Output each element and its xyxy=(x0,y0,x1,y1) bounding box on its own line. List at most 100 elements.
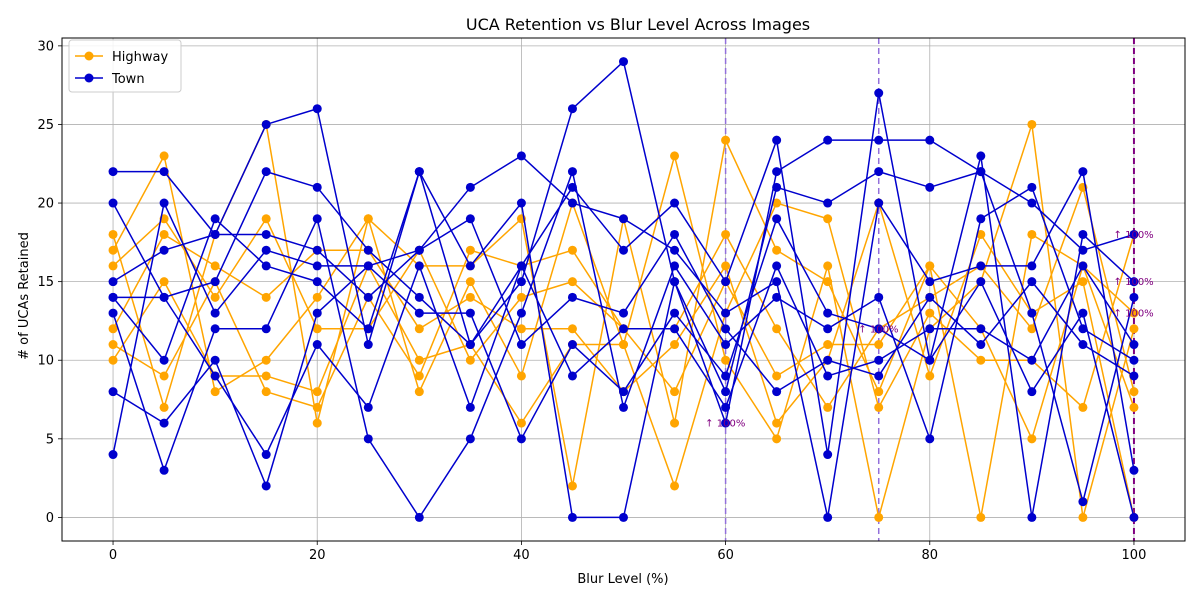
data-point xyxy=(567,167,577,177)
data-point xyxy=(619,324,628,334)
data-point xyxy=(976,261,986,271)
data-point xyxy=(772,387,782,397)
data-point xyxy=(108,450,118,460)
data-point xyxy=(261,292,271,302)
data-point xyxy=(670,151,680,161)
x-tick-label: 80 xyxy=(921,548,938,563)
data-point xyxy=(312,402,322,412)
data-point xyxy=(823,261,833,271)
data-point xyxy=(567,277,577,287)
data-point xyxy=(108,277,118,287)
data-point xyxy=(312,261,322,271)
data-point xyxy=(619,214,628,224)
data-point xyxy=(312,308,322,318)
data-point xyxy=(516,292,526,302)
data-point xyxy=(312,387,322,397)
data-point xyxy=(414,292,424,302)
data-point xyxy=(465,355,475,365)
x-tick-label: 20 xyxy=(309,548,326,563)
data-point xyxy=(159,402,169,412)
y-tick-label: 20 xyxy=(37,197,54,212)
data-point xyxy=(721,308,731,318)
series-group xyxy=(108,57,1139,522)
data-point xyxy=(567,104,577,114)
data-point xyxy=(108,261,118,271)
data-point xyxy=(925,261,935,271)
data-point xyxy=(976,214,986,224)
data-point xyxy=(1129,387,1139,397)
data-point xyxy=(874,135,884,145)
data-point xyxy=(1129,512,1139,522)
data-point xyxy=(1027,308,1037,318)
data-point xyxy=(210,371,220,381)
data-point xyxy=(976,340,986,350)
y-axis-label: # of UCAs Retained xyxy=(17,232,32,360)
data-point xyxy=(210,355,220,365)
data-point xyxy=(567,245,577,255)
data-point xyxy=(721,387,731,397)
data-point xyxy=(670,198,680,208)
data-point xyxy=(874,88,884,98)
data-point xyxy=(1027,198,1037,208)
data-point xyxy=(1027,355,1037,365)
data-point xyxy=(925,434,935,444)
data-point xyxy=(619,340,628,350)
data-point xyxy=(823,512,833,522)
data-point xyxy=(108,292,118,302)
data-point xyxy=(670,277,680,287)
y-tick-label: 5 xyxy=(46,432,54,447)
legend-marker-town xyxy=(84,73,94,83)
data-point xyxy=(108,308,118,318)
data-point xyxy=(772,182,782,192)
chart-title: UCA Retention vs Blur Level Across Image… xyxy=(466,15,810,34)
data-point xyxy=(1129,402,1139,412)
data-point xyxy=(772,167,782,177)
x-tick-label: 100 xyxy=(1122,548,1147,563)
series-town xyxy=(108,261,1139,460)
data-point xyxy=(567,340,577,350)
annotation-label: ↑ 100% xyxy=(705,419,745,430)
data-point xyxy=(772,434,782,444)
data-point xyxy=(312,292,322,302)
data-point xyxy=(823,450,833,460)
data-point xyxy=(1027,229,1037,239)
data-point xyxy=(312,340,322,350)
data-point xyxy=(925,324,935,334)
data-point xyxy=(772,261,782,271)
data-point xyxy=(261,167,271,177)
data-point xyxy=(159,229,169,239)
data-point xyxy=(925,308,935,318)
annotations: ↑ 100% ↑ 100% ↑ 100% ↑ 100% ↑ 100% xyxy=(705,230,1154,430)
data-point xyxy=(414,355,424,365)
data-point xyxy=(261,261,271,271)
data-point xyxy=(210,261,220,271)
data-point xyxy=(721,277,731,287)
data-point xyxy=(567,371,577,381)
data-point xyxy=(312,418,322,428)
plot-frame xyxy=(61,37,1186,542)
legend-label-town: Town xyxy=(111,72,145,87)
annotation-label: ↑ 100% xyxy=(1114,309,1154,320)
data-point xyxy=(976,167,986,177)
data-point xyxy=(516,434,526,444)
data-point xyxy=(261,324,271,334)
data-point xyxy=(159,167,169,177)
y-tick-label: 30 xyxy=(37,39,54,54)
data-point xyxy=(1129,308,1139,318)
data-point xyxy=(261,355,271,365)
data-point xyxy=(108,245,118,255)
data-point xyxy=(925,371,935,381)
data-point xyxy=(210,308,220,318)
data-point xyxy=(567,198,577,208)
data-point xyxy=(159,465,169,475)
data-point xyxy=(261,245,271,255)
data-point xyxy=(721,402,731,412)
data-point xyxy=(823,402,833,412)
data-point xyxy=(874,512,884,522)
data-point xyxy=(1027,261,1037,271)
annotation-label: ↑ 100% xyxy=(1114,230,1154,241)
data-point xyxy=(670,418,680,428)
data-point xyxy=(414,167,424,177)
data-point xyxy=(465,261,475,271)
data-point xyxy=(261,214,271,224)
